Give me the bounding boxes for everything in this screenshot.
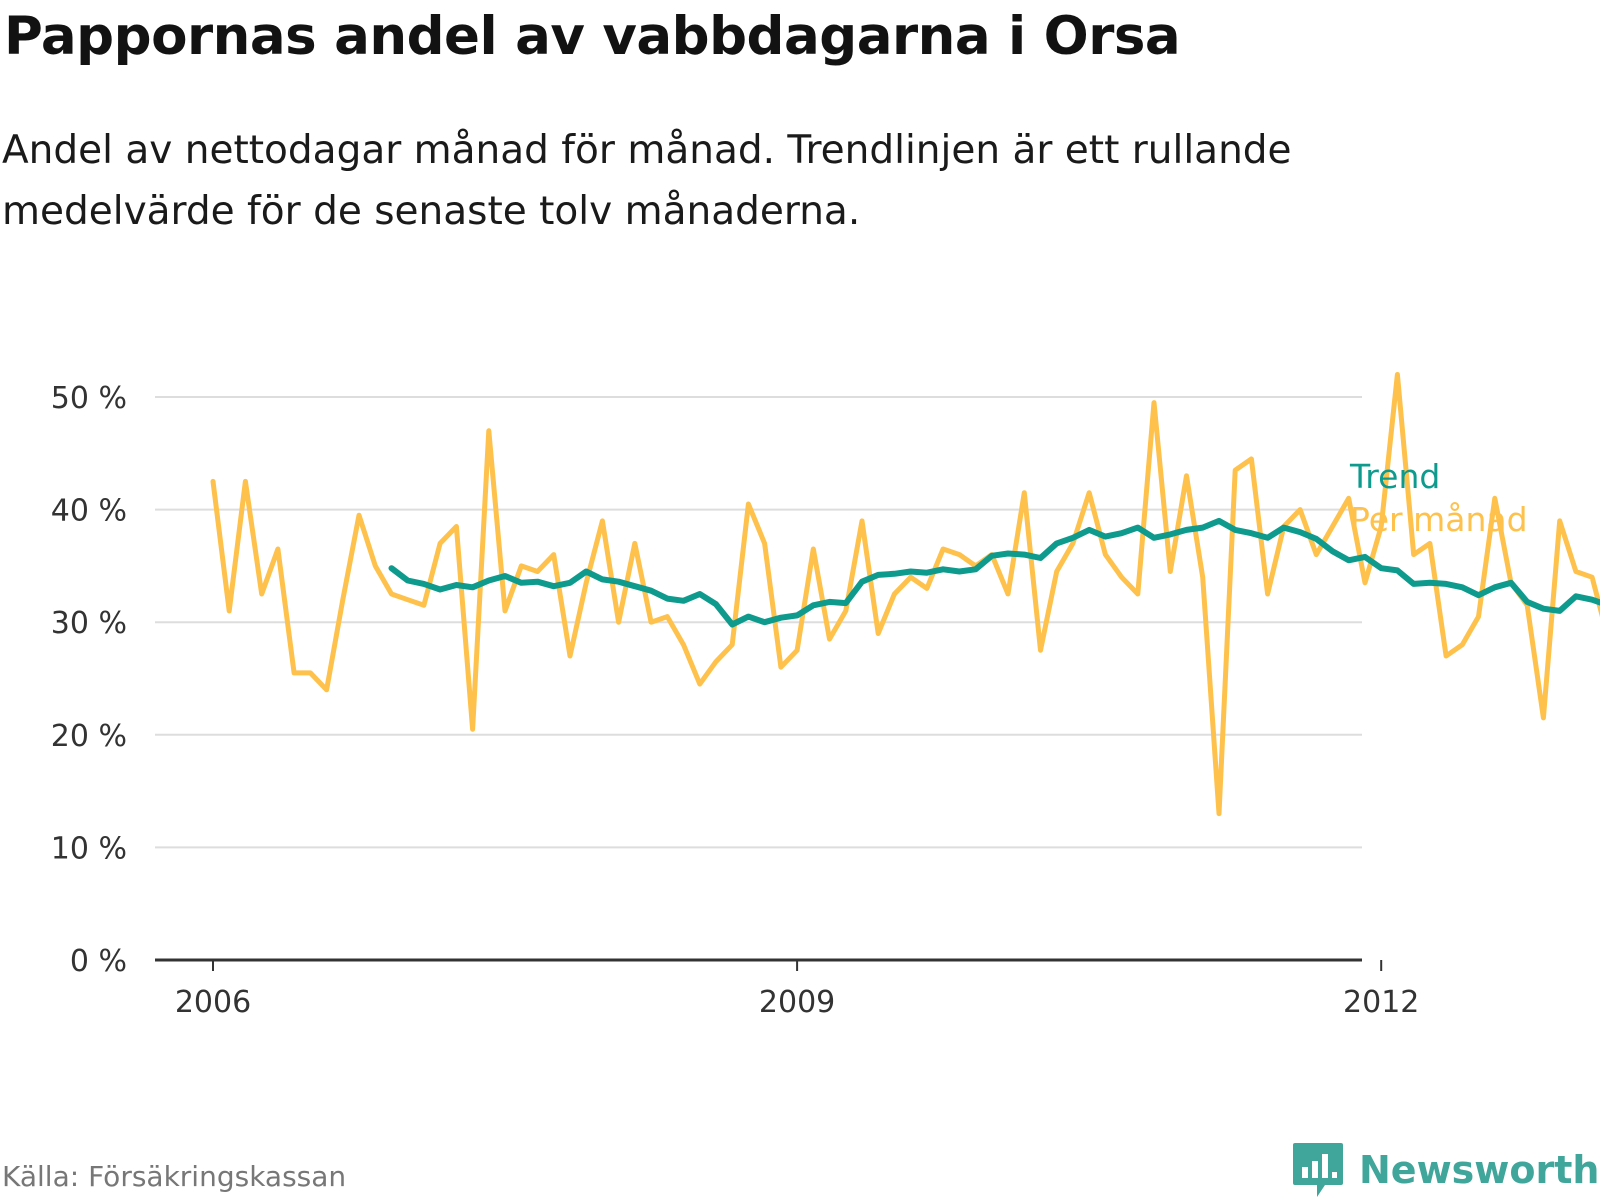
newsworthy-logo-icon: [1293, 1143, 1343, 1197]
y-tick-label: 20 %: [51, 719, 127, 754]
series-lines: [210, 372, 1600, 817]
x-tick-label: 2009: [759, 985, 835, 1020]
legend: Trend Per månad: [1349, 457, 1528, 539]
y-tick-label: 50 %: [51, 381, 127, 416]
series-line-trend: [388, 517, 1600, 628]
series-line-per-manad: [210, 372, 1600, 817]
brand-logo: Newsworthy: [1291, 1140, 1600, 1200]
y-tick-label: 0 %: [70, 944, 127, 979]
legend-label-trend: Trend: [1349, 457, 1440, 496]
y-axis-tick-labels: 0 % 10 % 20 % 30 % 40 % 50 %: [51, 381, 127, 979]
x-tick-label: 2006: [175, 985, 251, 1020]
x-axis-tick-labels: 2006200920122015201820212023: [175, 985, 1420, 1020]
source-note: Källa: Försäkringskassan: [2, 1160, 347, 1193]
brand-name: Newsworthy: [1359, 1148, 1600, 1192]
y-tick-label: 10 %: [51, 831, 127, 866]
legend-label-per-manad: Per månad: [1350, 500, 1528, 539]
x-axis: [155, 958, 1383, 971]
y-tick-label: 40 %: [51, 494, 127, 529]
x-tick-label: 2012: [1343, 985, 1419, 1020]
chart-title: Pappornas andel av vabbdagarna i Orsa: [4, 6, 1181, 67]
gridlines: [155, 396, 1362, 849]
chart-subtitle: Andel av nettodagar månad för månad. Tre…: [2, 128, 1292, 234]
y-tick-label: 30 %: [51, 606, 127, 641]
